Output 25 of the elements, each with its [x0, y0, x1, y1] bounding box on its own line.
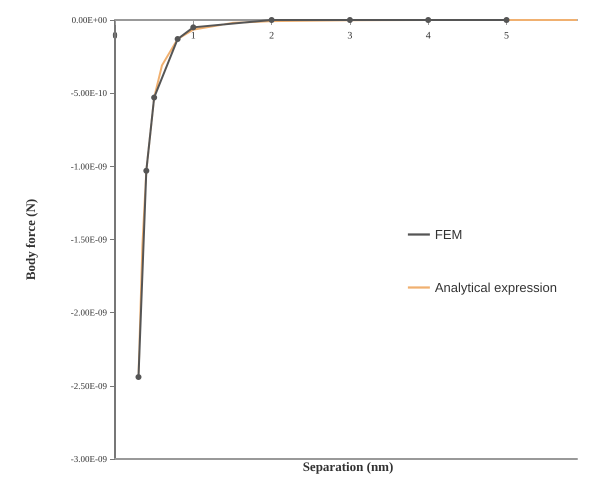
point — [136, 374, 142, 380]
x-tick-label: 4 — [426, 30, 431, 42]
point — [190, 24, 196, 30]
x-axis-title: Separation (nm) — [302, 459, 394, 474]
y-tick-label: -1.50E-09 — [70, 234, 108, 244]
y-tick-label: -2.00E-09 — [70, 308, 108, 318]
point — [504, 17, 510, 23]
legend-label: Analytical expression — [434, 280, 558, 295]
y-tick-label: -3.00E-09 — [70, 454, 108, 464]
point — [151, 94, 158, 101]
y-tick-label: -2.50E-09 — [70, 380, 108, 391]
point — [425, 17, 432, 23]
y-tick-label: -1.00E-09 — [70, 161, 108, 172]
x-tick-label: 1 — [190, 30, 196, 42]
point — [174, 36, 181, 42]
y-tick-label: -5.00E-10 — [70, 88, 108, 98]
x-tick-label: 3 — [347, 30, 352, 42]
x-tick-label: 2 — [269, 30, 274, 42]
point — [268, 17, 275, 23]
point — [346, 17, 353, 23]
y-tick-label: 0.00E+00 — [72, 15, 108, 25]
y-axis-title: Body force (N) — [23, 198, 38, 280]
legend-label: FEM — [434, 227, 462, 242]
x-tick-label: 5 — [504, 30, 510, 42]
point — [143, 168, 150, 174]
